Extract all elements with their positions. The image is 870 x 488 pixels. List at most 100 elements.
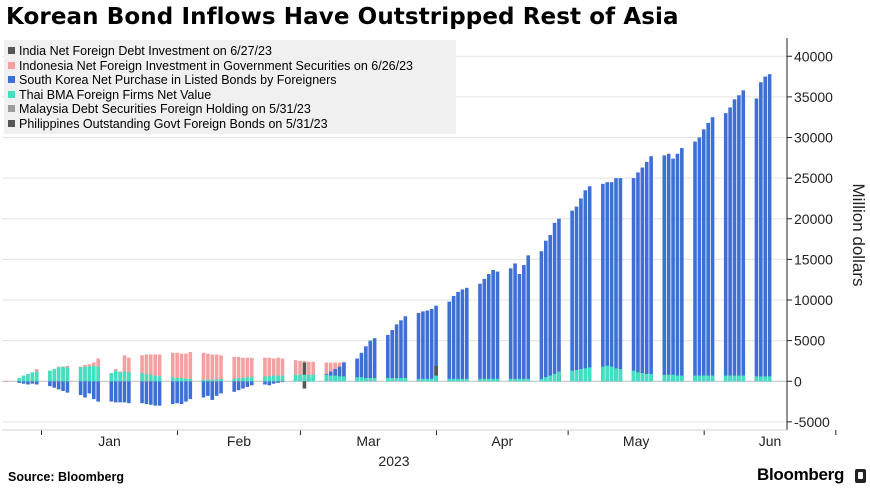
bar [434, 365, 438, 382]
bar [697, 375, 702, 382]
bar [263, 381, 267, 385]
bar [513, 378, 517, 382]
bar [91, 365, 96, 382]
bar [96, 381, 100, 402]
bar [693, 141, 697, 382]
bar [526, 378, 531, 382]
bar [188, 378, 193, 382]
bar [157, 381, 162, 406]
bar [245, 381, 250, 387]
bar [153, 375, 158, 382]
bar [522, 378, 526, 382]
bar [587, 367, 592, 382]
bar [486, 274, 491, 382]
bar [386, 334, 390, 382]
bar [579, 198, 583, 382]
y-axis-title: Million dollars [849, 184, 868, 287]
bar [175, 381, 179, 404]
bar [552, 373, 557, 382]
bar [605, 365, 610, 382]
bar [245, 357, 250, 382]
bar [478, 283, 482, 382]
bar [386, 378, 390, 382]
bar [570, 210, 574, 382]
bar [662, 374, 667, 382]
bar [649, 373, 653, 382]
bar [179, 381, 184, 404]
bar [113, 370, 118, 382]
bar [144, 381, 149, 404]
bar [364, 346, 368, 382]
x-month-label: Feb [227, 433, 251, 449]
bar [206, 381, 210, 396]
bar [508, 378, 513, 382]
bar [741, 90, 746, 382]
bar [78, 367, 83, 382]
bar [206, 353, 210, 382]
bar [539, 251, 544, 382]
legend-label: Indonesia Net Foreign Investment in Gove… [19, 58, 413, 73]
bar [767, 74, 772, 382]
bar [416, 313, 421, 382]
bar [333, 375, 337, 382]
bar [271, 375, 276, 382]
bar [170, 352, 175, 382]
bar [26, 381, 30, 385]
bar [570, 370, 574, 382]
bloomberg-terminal-icon [855, 469, 866, 483]
bar [219, 378, 223, 382]
legend-swatch [8, 76, 15, 83]
bar [280, 375, 285, 382]
bar [425, 378, 430, 382]
bar [201, 352, 206, 382]
bar [214, 381, 219, 396]
bar [219, 355, 223, 382]
bar [451, 378, 456, 382]
bar [127, 357, 131, 382]
bar [579, 369, 583, 382]
bar [662, 155, 667, 382]
bar [759, 82, 763, 382]
legend-entry: Thai BMA Foreign Firms Net Value [8, 88, 211, 102]
bar [517, 378, 522, 382]
bar [539, 378, 544, 382]
bar [372, 338, 377, 382]
bar [671, 374, 675, 382]
bar [508, 268, 513, 382]
bar [482, 378, 487, 382]
bar [201, 381, 206, 398]
bar [96, 366, 100, 382]
legend-entry: Philippines Outstanding Govt Foreign Bon… [8, 117, 328, 131]
bar [368, 340, 373, 382]
bar [52, 381, 57, 388]
bar [552, 222, 557, 382]
bar [65, 381, 70, 393]
bar [210, 379, 215, 382]
legend-entry: Indonesia Net Foreign Investment in Gove… [8, 59, 413, 73]
bar [210, 381, 215, 400]
bar [394, 378, 399, 382]
bar [157, 376, 162, 382]
bar [302, 362, 307, 382]
bar [434, 305, 438, 382]
y-tick-label: 25000 [794, 170, 833, 186]
bar [636, 372, 640, 382]
bar [236, 381, 241, 391]
bar [267, 376, 272, 382]
bar [675, 153, 680, 382]
bar [65, 367, 70, 382]
bar [425, 310, 430, 382]
y-tick-label: 20000 [794, 211, 833, 227]
bar [364, 378, 368, 382]
bar [723, 113, 728, 382]
legend-entry: Malaysia Debt Securities Foreign Holding… [8, 102, 311, 116]
bar [495, 271, 500, 382]
legend-label: Philippines Outstanding Govt Foreign Bon… [19, 116, 328, 131]
x-axis-title: 2023 [378, 453, 409, 469]
bar [293, 360, 298, 382]
bar [214, 354, 219, 382]
bar [122, 371, 127, 382]
bar [644, 161, 649, 382]
bar [83, 381, 87, 398]
bar [328, 375, 333, 382]
